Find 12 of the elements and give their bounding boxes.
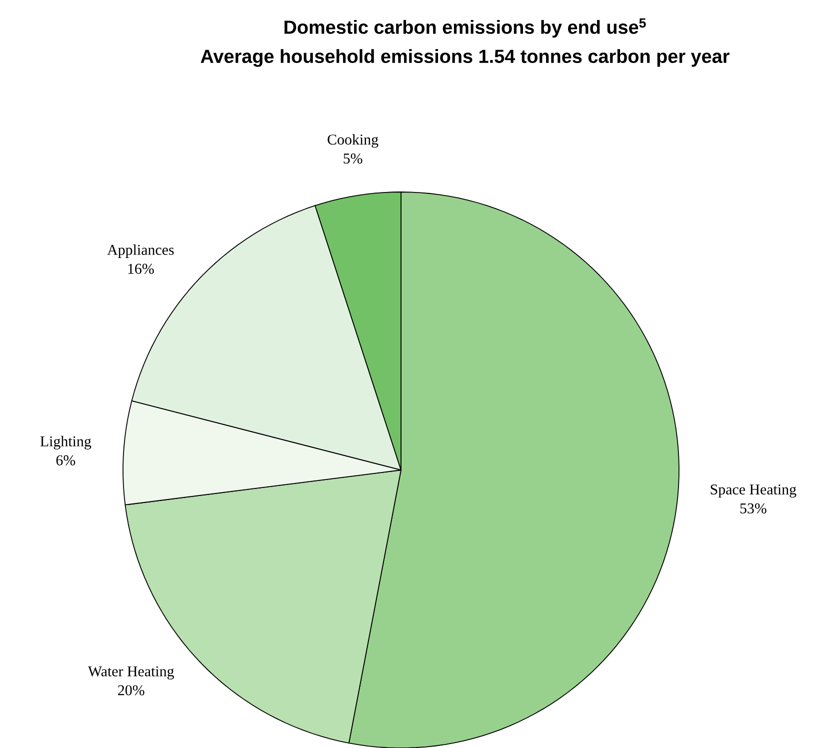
chart-subtitle: Average household emissions 1.54 tonnes carbon per year (200, 49, 730, 67)
slice-label: Lighting (40, 436, 92, 450)
chart-title: Domestic carbon emissions by end use$^{5}$ (284, 18, 646, 38)
slice-label: Water Heating (88, 666, 174, 680)
data-label: 20% (118, 685, 144, 696)
slice-label: Space Heating (710, 484, 796, 498)
data-label: 6% (56, 455, 76, 466)
data-label: 53% (740, 503, 766, 514)
data-label: 5% (344, 153, 362, 164)
data-label: 16% (128, 264, 154, 274)
slice-label: Cooking (328, 134, 378, 148)
slice-label: Appliances (107, 244, 174, 258)
